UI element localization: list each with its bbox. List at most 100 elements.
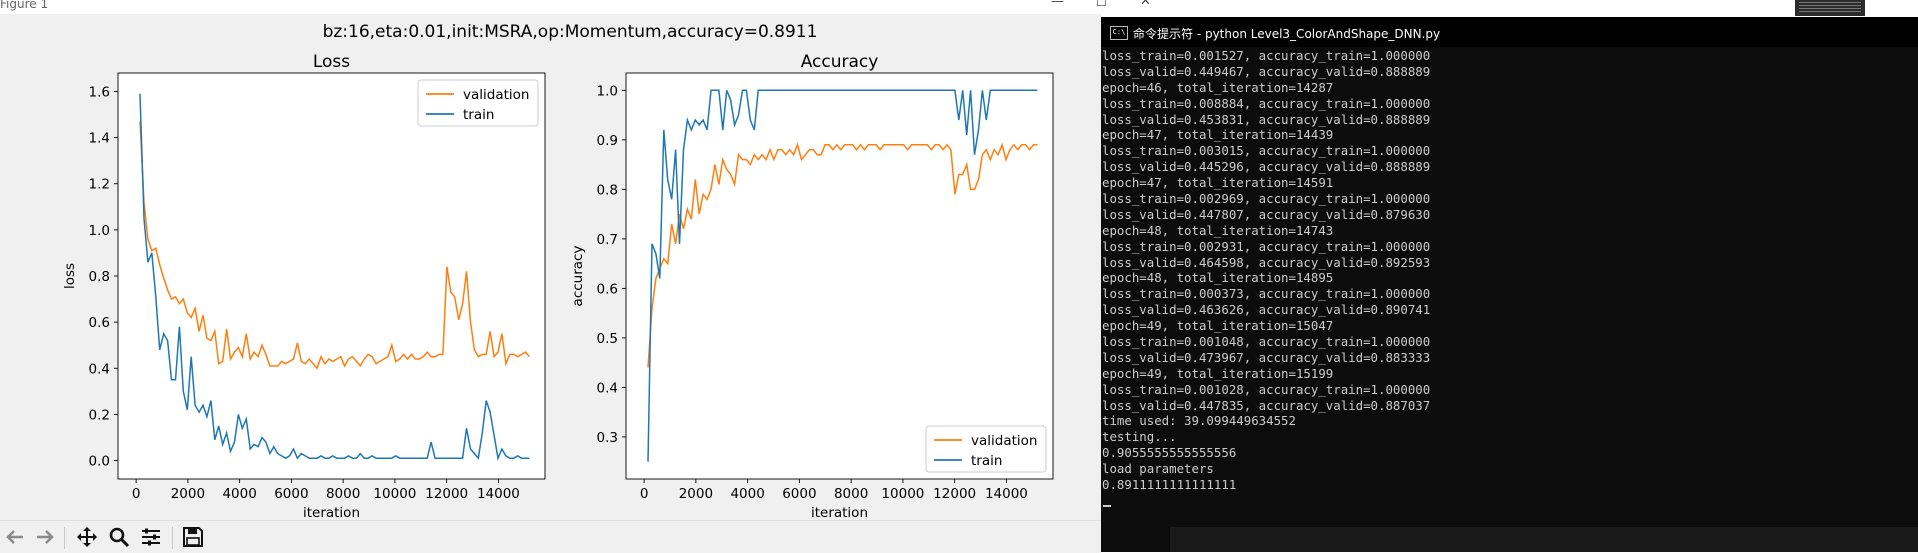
terminal-output[interactable]: loss_train=0.001527, accuracy_train=1.00… <box>1101 48 1918 528</box>
legend-label: validation <box>463 87 529 103</box>
series-line-train <box>139 93 530 461</box>
plot-area[interactable] <box>626 73 1053 479</box>
x-tick-label: 10000 <box>881 486 924 502</box>
terminal-line: epoch=48, total_iteration=14895 <box>1102 270 1334 286</box>
plot-area[interactable] <box>118 73 545 479</box>
terminal-line: epoch=48, total_iteration=14743 <box>1102 222 1334 238</box>
x-tick-label: 4000 <box>222 486 256 502</box>
terminal-window[interactable]: C:\ 命令提示符 - python Level3_ColorAndShape_… <box>1101 17 1918 552</box>
floppy-disk-icon <box>183 527 203 547</box>
series-line-validation <box>139 121 530 370</box>
legend-label: train <box>463 107 494 123</box>
figure-suptitle: bz:16,eta:0.01,init:MSRA,op:Momentum,acc… <box>323 22 818 42</box>
legend-label: validation <box>971 433 1037 449</box>
desktop-background-strip <box>1170 527 1918 552</box>
y-tick-label: 0.8 <box>597 182 618 198</box>
figure-toolbar <box>0 520 1101 553</box>
terminal-line: loss_valid=0.464598, accuracy_valid=0.89… <box>1102 254 1431 270</box>
y-tick-label: 0.2 <box>89 407 110 423</box>
legend[interactable]: validation train <box>417 79 539 127</box>
pan-button[interactable] <box>74 524 100 550</box>
back-button[interactable] <box>2 524 28 550</box>
x-tick-label: 8000 <box>834 486 868 502</box>
arrow-right-icon <box>37 530 54 544</box>
terminal-line: loss_valid=0.447835, accuracy_valid=0.88… <box>1102 397 1431 413</box>
x-tick-label: 4000 <box>730 486 764 502</box>
x-tick-label: 2000 <box>171 486 205 502</box>
terminal-line: loss_train=0.001028, accuracy_train=1.00… <box>1102 381 1431 397</box>
y-tick-label: 1.0 <box>597 83 618 99</box>
terminal-titlebar[interactable]: C:\ 命令提示符 - python Level3_ColorAndShape_… <box>1101 17 1918 47</box>
series-line-validation <box>647 142 1038 368</box>
text-cursor <box>1103 504 1111 507</box>
minimize-button[interactable]: — <box>1051 0 1064 9</box>
y-tick-label: 0.6 <box>597 281 618 297</box>
x-tick-label: 14000 <box>477 486 520 502</box>
y-tick-label: 0.4 <box>89 361 110 377</box>
toolbar-separator <box>172 527 173 549</box>
legend-label: train <box>971 453 1002 469</box>
pan-move-icon <box>77 527 97 547</box>
sliders-icon <box>142 528 160 546</box>
maximize-button[interactable]: ☐ <box>1096 0 1107 9</box>
x-axis-label: iteration <box>303 505 360 520</box>
terminal-line: time used: 39.099449634552 <box>1102 413 1296 429</box>
terminal-line: loss_train=0.002931, accuracy_train=1.00… <box>1102 238 1431 254</box>
magnifier-icon <box>109 527 130 548</box>
terminal-line: 0.8911111111111111 <box>1102 477 1237 493</box>
y-tick-label: 0.3 <box>597 430 618 446</box>
terminal-title: 命令提示符 - python Level3_ColorAndShape_DNN.… <box>1133 27 1441 41</box>
x-tick-label: 12000 <box>933 486 976 502</box>
close-button[interactable]: ✕ <box>1140 0 1151 9</box>
terminal-line: 0.9055555555555556 <box>1102 445 1237 461</box>
loss-chart: Loss 0 2000 4000 6000 8000 10000 12000 14000 0.0 0… <box>62 52 546 520</box>
terminal-line: loss_train=0.003015, accuracy_train=1.00… <box>1102 143 1431 159</box>
figure-window: Figure 1 — ☐ bz:16,eta:0.01,init:MSRA,op… <box>0 0 1107 553</box>
terminal-line: loss_valid=0.453831, accuracy_valid=0.88… <box>1102 111 1431 127</box>
y-tick-label: 0.9 <box>597 133 618 149</box>
terminal-line: loss_train=0.008884, accuracy_train=1.00… <box>1102 95 1431 111</box>
terminal-line: testing... <box>1102 429 1177 445</box>
y-tick-label: 0.8 <box>89 269 110 285</box>
y-axis-label: accuracy <box>570 246 586 307</box>
accuracy-chart: Accuracy 0 2000 4000 6000 8000 10000 12000 14000… <box>570 52 1054 520</box>
y-tick-label: 1.0 <box>89 223 110 239</box>
terminal-line: epoch=47, total_iteration=14591 <box>1102 175 1334 191</box>
y-tick-label: 0.4 <box>597 380 618 396</box>
taskbar-thumbnail[interactable] <box>1795 0 1865 16</box>
x-tick-label: 6000 <box>274 486 308 502</box>
terminal-line: loss_train=0.002969, accuracy_train=1.00… <box>1102 191 1431 207</box>
forward-button[interactable] <box>32 524 58 550</box>
x-axis-label: iteration <box>811 505 868 520</box>
save-button[interactable] <box>180 524 206 550</box>
chart-title: Loss <box>313 52 350 72</box>
toolbar-separator <box>64 527 65 549</box>
x-tick-label: 8000 <box>326 486 360 502</box>
legend[interactable]: validation train <box>925 425 1047 473</box>
terminal-line: loss_valid=0.463626, accuracy_valid=0.89… <box>1102 302 1431 318</box>
desktop-background <box>1170 0 1918 17</box>
figure-titlebar[interactable]: Figure 1 — ☐ <box>0 0 1107 14</box>
x-tick-label: 0 <box>640 486 649 502</box>
x-tick-label: 0 <box>132 486 141 502</box>
x-tick-label: 10000 <box>373 486 416 502</box>
y-tick-label: 1.4 <box>89 131 110 147</box>
x-tick-label: 2000 <box>679 486 713 502</box>
y-tick-label: 1.2 <box>89 177 110 193</box>
terminal-line: loss_valid=0.473967, accuracy_valid=0.88… <box>1102 349 1431 365</box>
terminal-line: epoch=46, total_iteration=14287 <box>1102 79 1334 95</box>
y-tick-label: 0.0 <box>89 454 110 470</box>
terminal-line: loss_valid=0.447807, accuracy_valid=0.87… <box>1102 206 1431 222</box>
terminal-line: epoch=49, total_iteration=15199 <box>1102 365 1334 381</box>
y-tick-label: 0.6 <box>89 315 110 331</box>
y-tick-label: 1.6 <box>89 84 110 100</box>
terminal-line: epoch=49, total_iteration=15047 <box>1102 318 1334 334</box>
configure-subplots-button[interactable] <box>138 524 164 550</box>
x-tick-label: 14000 <box>985 486 1028 502</box>
terminal-line: load parameters <box>1102 461 1214 477</box>
x-tick-label: 12000 <box>425 486 468 502</box>
chart-title: Accuracy <box>801 52 879 72</box>
terminal-line: loss_train=0.001048, accuracy_train=1.00… <box>1102 334 1431 350</box>
zoom-button[interactable] <box>106 524 132 550</box>
terminal-prompt-line[interactable] <box>1101 493 1918 509</box>
